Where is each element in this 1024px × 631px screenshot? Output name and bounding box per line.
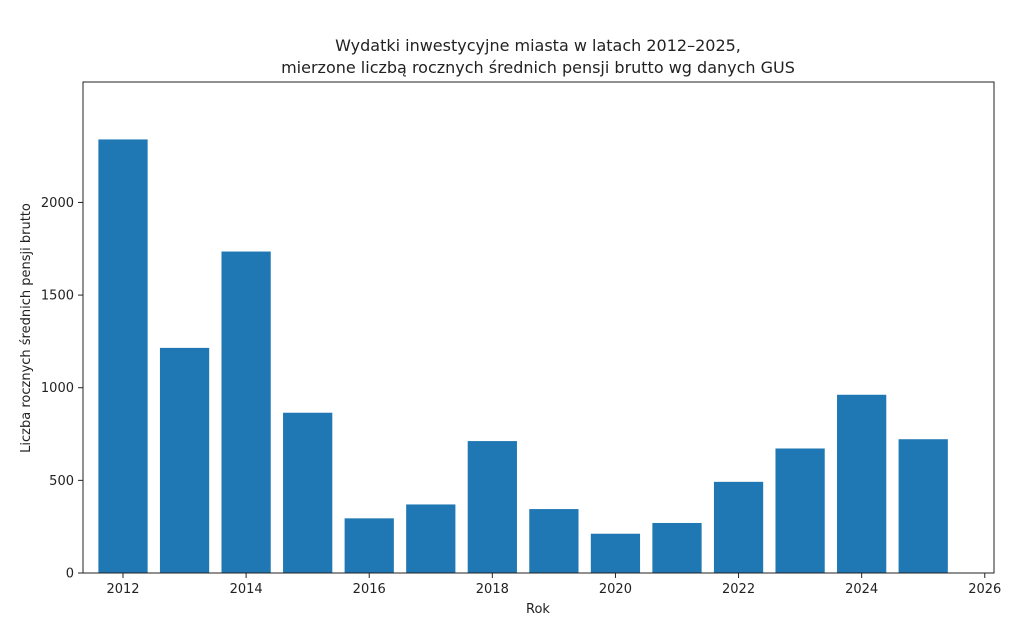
y-tick-label-1500: 1500 — [41, 289, 74, 304]
y-tick-label-1000: 1000 — [41, 381, 74, 396]
bar-2024 — [837, 394, 887, 573]
bar-2023 — [775, 448, 825, 573]
y-tick-label-0: 0 — [66, 567, 74, 582]
bar-2014 — [221, 251, 271, 573]
y-axis-ticks: 0 500 1000 1500 2000 — [41, 196, 83, 582]
x-tick-label-2012: 2012 — [106, 582, 139, 597]
bar-2013 — [159, 347, 210, 573]
chart-title-line-1: Wydatki inwestycyjne miasta w latach 201… — [335, 36, 741, 55]
bar-2017 — [406, 504, 456, 573]
bar-2022 — [713, 481, 764, 573]
x-tick-label-2016: 2016 — [353, 582, 386, 597]
bar-2016 — [344, 518, 394, 573]
x-axis-label: Rok — [526, 602, 550, 617]
bars-group — [98, 139, 948, 573]
bar-2015 — [283, 412, 333, 573]
bar-2021 — [652, 522, 702, 573]
bar-2019 — [529, 509, 579, 573]
x-tick-label-2018: 2018 — [476, 582, 509, 597]
y-tick-label-2000: 2000 — [41, 196, 74, 211]
x-axis-ticks: 2012 2014 2016 2018 2020 2022 2024 2026 — [106, 573, 1001, 597]
bar-2012 — [98, 139, 148, 573]
x-tick-label-2020: 2020 — [599, 582, 632, 597]
bar-2018 — [467, 441, 517, 573]
bar-2025 — [898, 439, 948, 573]
chart-title-line-2: mierzone liczbą rocznych średnich pensji… — [281, 58, 795, 77]
bar-2020 — [590, 533, 641, 573]
y-tick-label-500: 500 — [49, 474, 74, 489]
x-tick-label-2024: 2024 — [845, 582, 878, 597]
x-tick-label-2026: 2026 — [968, 582, 1001, 597]
x-tick-label-2022: 2022 — [722, 582, 755, 597]
y-axis-label: Liczba rocznych średnich pensji brutto — [19, 203, 34, 453]
x-tick-label-2014: 2014 — [230, 582, 263, 597]
plot-frame — [82, 81, 995, 574]
